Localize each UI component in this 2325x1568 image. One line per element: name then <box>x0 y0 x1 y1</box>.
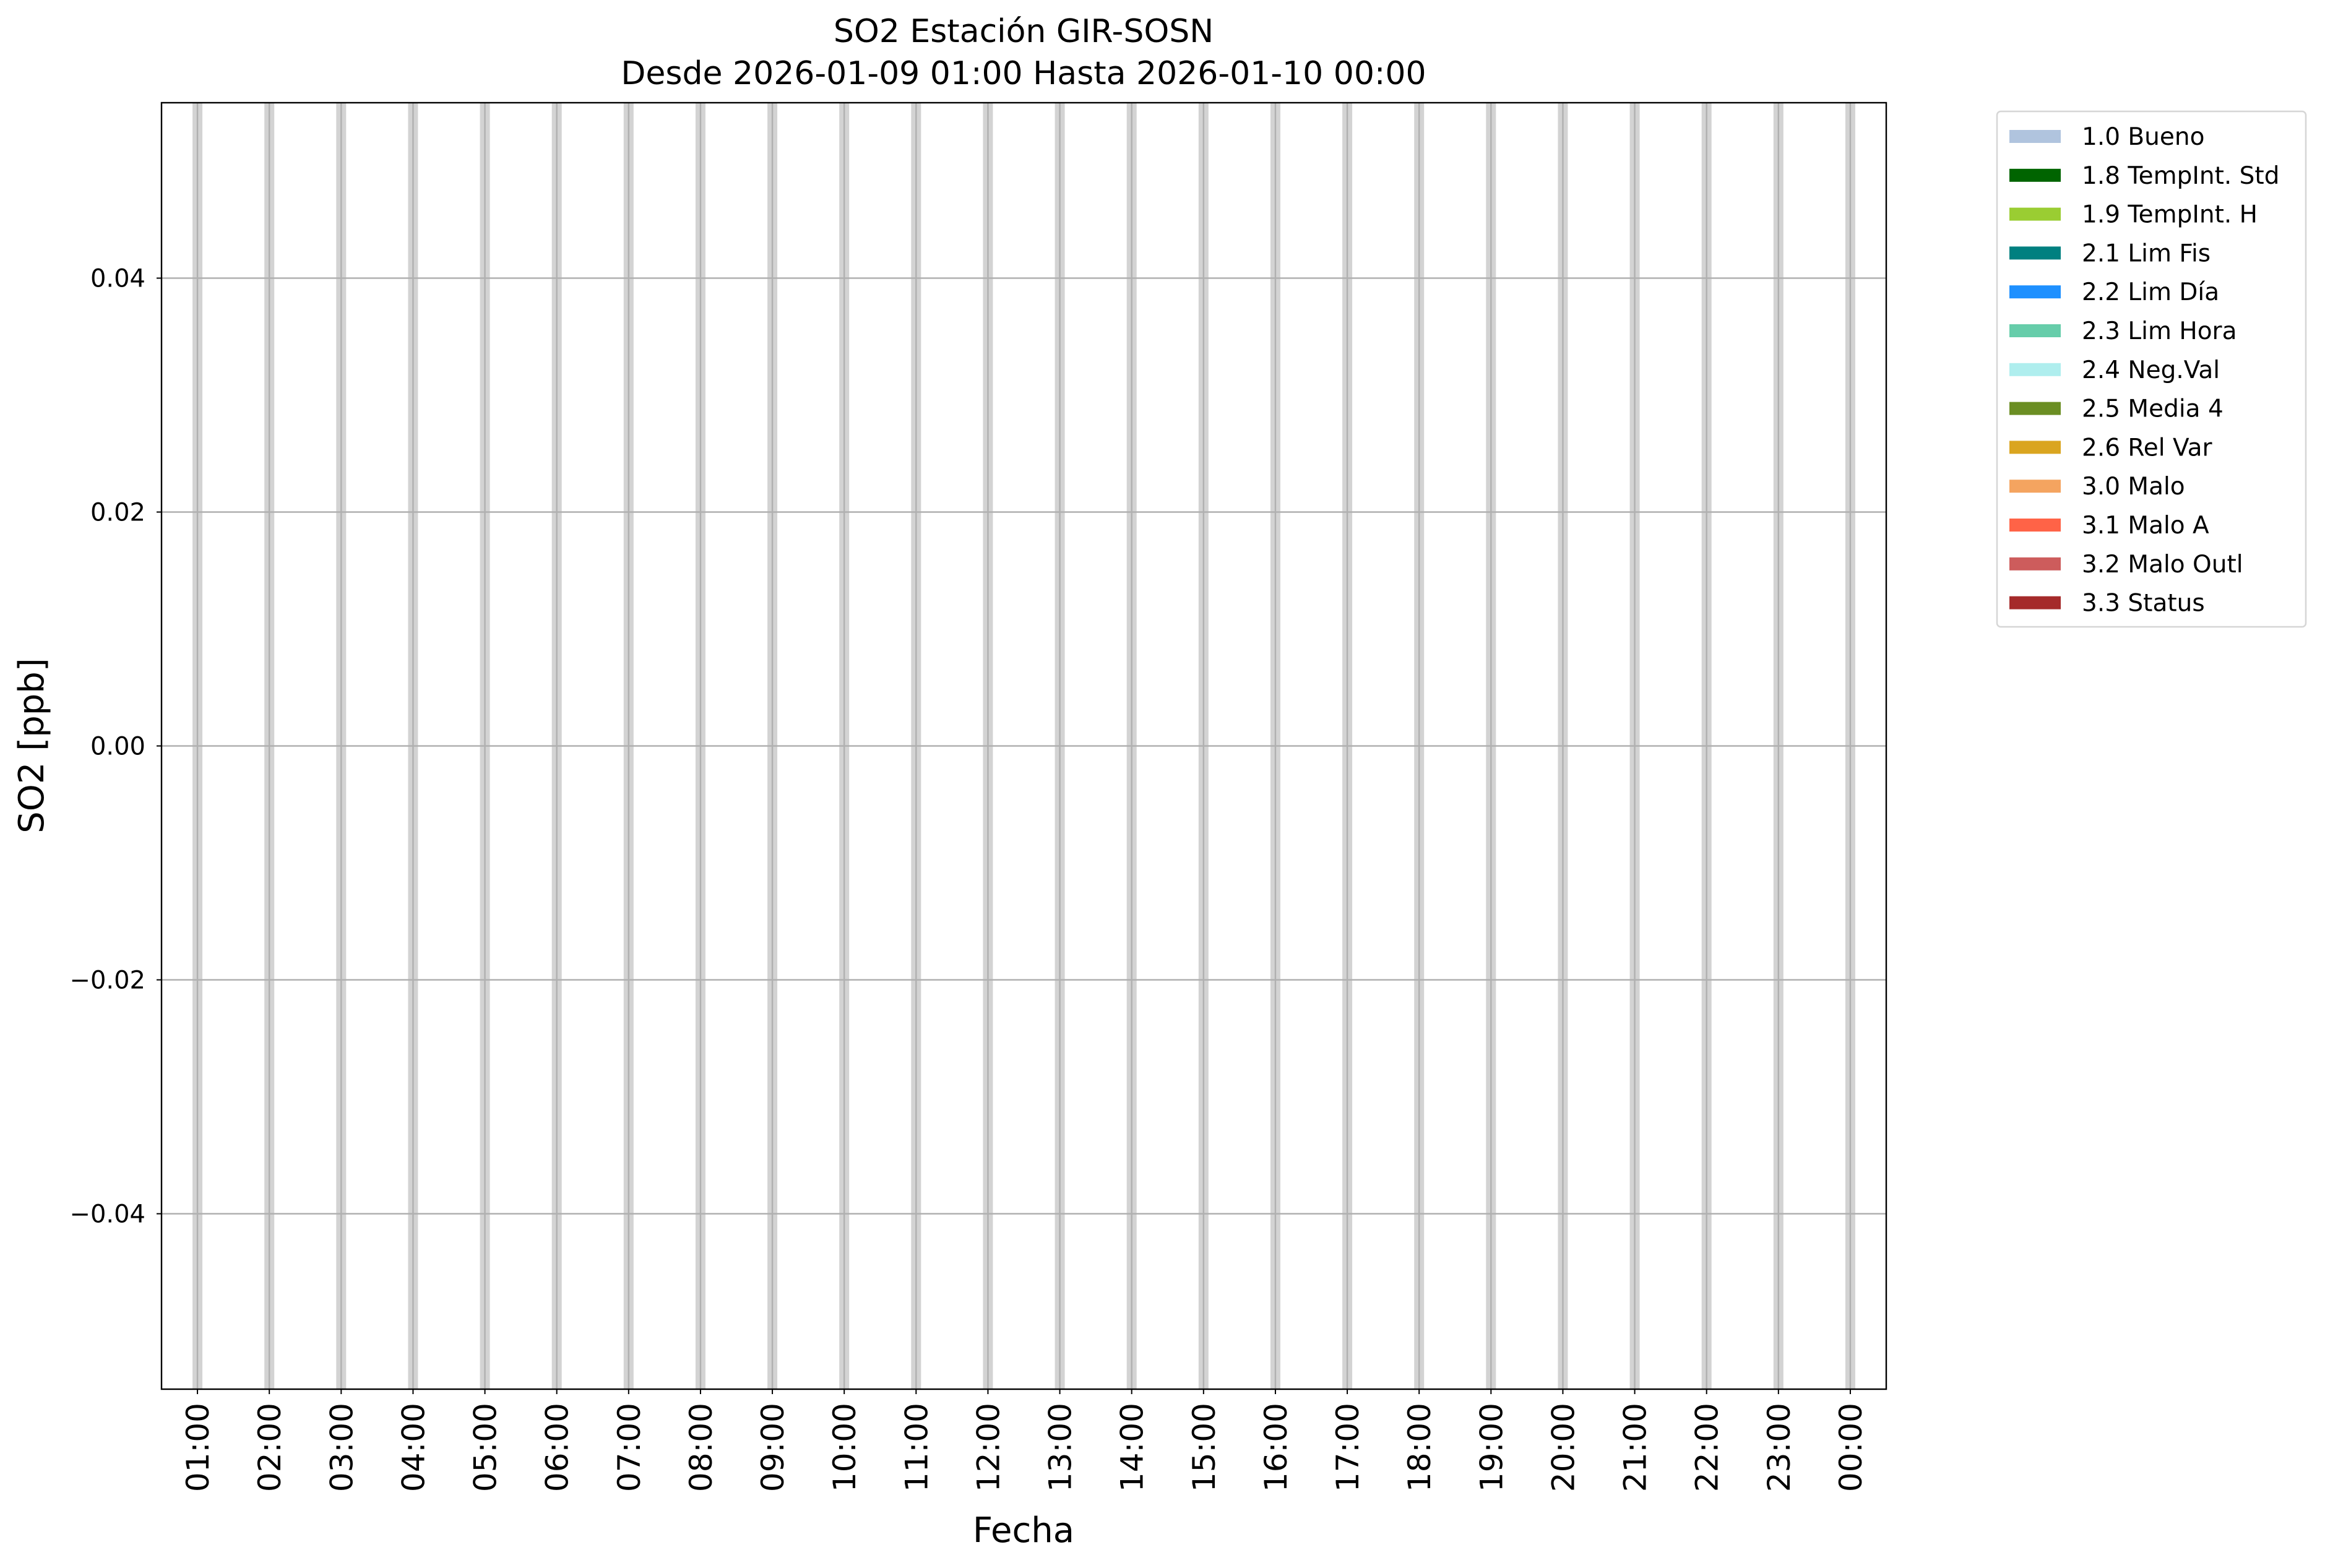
legend-box <box>1996 110 2307 628</box>
x-tick-label: 00:00 <box>1833 1403 1869 1492</box>
x-tick-label: 16:00 <box>1258 1403 1294 1492</box>
x-tick-label: 07:00 <box>611 1403 647 1492</box>
x-tick-label: 18:00 <box>1402 1403 1438 1492</box>
x-tick-label: 04:00 <box>395 1403 431 1492</box>
chart-subtitle: Desde 2026-01-09 01:00 Hasta 2026-01-10 … <box>621 55 1426 92</box>
x-tick-label: 23:00 <box>1761 1403 1797 1492</box>
y-tick-label: 0.00 <box>90 733 145 761</box>
legend-item: 3.0 Malo <box>2009 473 2185 501</box>
y-tick-label: −0.02 <box>69 967 145 995</box>
legend-label: 1.0 Bueno <box>2082 123 2204 151</box>
legend-swatch <box>2009 402 2061 415</box>
x-tick-label: 15:00 <box>1186 1403 1222 1492</box>
legend-item: 3.3 Status <box>2009 590 2205 618</box>
legend-label: 3.1 Malo A <box>2082 512 2209 540</box>
legend-swatch <box>2009 246 2061 260</box>
x-tick-label: 19:00 <box>1473 1403 1509 1492</box>
legend-label: 2.3 Lim Hora <box>2082 317 2237 345</box>
legend-label: 2.2 Lim Día <box>2082 278 2219 306</box>
y-tick-label: 0.04 <box>90 265 145 293</box>
legend-label: 2.6 Rel Var <box>2082 434 2213 462</box>
legend-swatch <box>2009 363 2061 376</box>
x-tick-label: 02:00 <box>252 1403 288 1492</box>
x-tick-label: 14:00 <box>1115 1403 1150 1492</box>
x-tick-label: 13:00 <box>1043 1403 1079 1492</box>
x-tick-label: 21:00 <box>1618 1403 1654 1492</box>
x-tick-label: 20:00 <box>1545 1403 1581 1492</box>
x-tick-label: 05:00 <box>468 1403 504 1492</box>
legend-item: 3.1 Malo A <box>2009 512 2209 540</box>
legend-item: 1.0 Bueno <box>2009 123 2204 151</box>
legend-swatch <box>2009 130 2061 143</box>
x-tick-label: 03:00 <box>324 1403 360 1492</box>
legend-swatch <box>2009 519 2061 532</box>
legend-label: 3.3 Status <box>2082 590 2205 618</box>
legend-item: 2.6 Rel Var <box>2009 434 2213 462</box>
legend-swatch <box>2009 557 2061 571</box>
chart-title: SO2 Estación GIR-SOSN <box>834 13 1214 50</box>
legend-label: 2.5 Media 4 <box>2082 395 2224 423</box>
legend-label: 2.4 Neg.Val <box>2082 356 2220 384</box>
x-tick-label: 09:00 <box>755 1403 791 1492</box>
legend-swatch <box>2009 324 2061 337</box>
legend-swatch <box>2009 480 2061 493</box>
legend-item: 2.1 Lim Fis <box>2009 239 2211 267</box>
plot-area: 0.04 0.02 0.00 −0.02 −0.04 01:00 02:00 03:00 04:… <box>69 101 1887 1492</box>
x-tick-label: 08:00 <box>683 1403 719 1492</box>
legend-label: 3.0 Malo <box>2082 473 2185 501</box>
legend-label: 3.2 Malo Outl <box>2082 551 2243 579</box>
x-tick-label: 10:00 <box>827 1403 863 1492</box>
legend-swatch <box>2009 285 2061 299</box>
x-axis-label: Fecha <box>973 1510 1074 1551</box>
x-tick-label: 22:00 <box>1689 1403 1725 1492</box>
legend-swatch <box>2009 441 2061 454</box>
x-tick-label: 12:00 <box>970 1403 1006 1492</box>
legend-label: 2.1 Lim Fis <box>2082 239 2211 267</box>
legend-item: 2.2 Lim Día <box>2009 278 2219 306</box>
y-tick-label: −0.04 <box>69 1200 145 1229</box>
legend: 1.0 Bueno 1.8 TempInt. Std 1.9 TempInt. H 2… <box>1996 110 2307 628</box>
x-tick-label: 11:00 <box>899 1403 934 1492</box>
legend-item: 1.9 TempInt. H <box>2009 201 2258 229</box>
y-tick-label: 0.02 <box>90 499 145 527</box>
y-axis-label: SO2 [ppb] <box>12 658 52 833</box>
legend-label: 1.9 TempInt. H <box>2082 201 2258 229</box>
legend-item: 3.2 Malo Outl <box>2009 551 2243 579</box>
legend-swatch <box>2009 596 2061 610</box>
legend-label: 1.8 TempInt. Std <box>2082 162 2279 190</box>
x-tick-label: 01:00 <box>180 1403 216 1492</box>
legend-item: 2.3 Lim Hora <box>2009 317 2237 345</box>
legend-swatch <box>2009 207 2061 221</box>
legend-item: 2.4 Neg.Val <box>2009 356 2220 384</box>
legend-item: 2.5 Media 4 <box>2009 395 2224 423</box>
x-tick-label: 06:00 <box>540 1403 576 1492</box>
legend-swatch <box>2009 168 2061 182</box>
legend-item: 1.8 TempInt. Std <box>2009 162 2279 190</box>
x-tick-label: 17:00 <box>1330 1403 1366 1492</box>
